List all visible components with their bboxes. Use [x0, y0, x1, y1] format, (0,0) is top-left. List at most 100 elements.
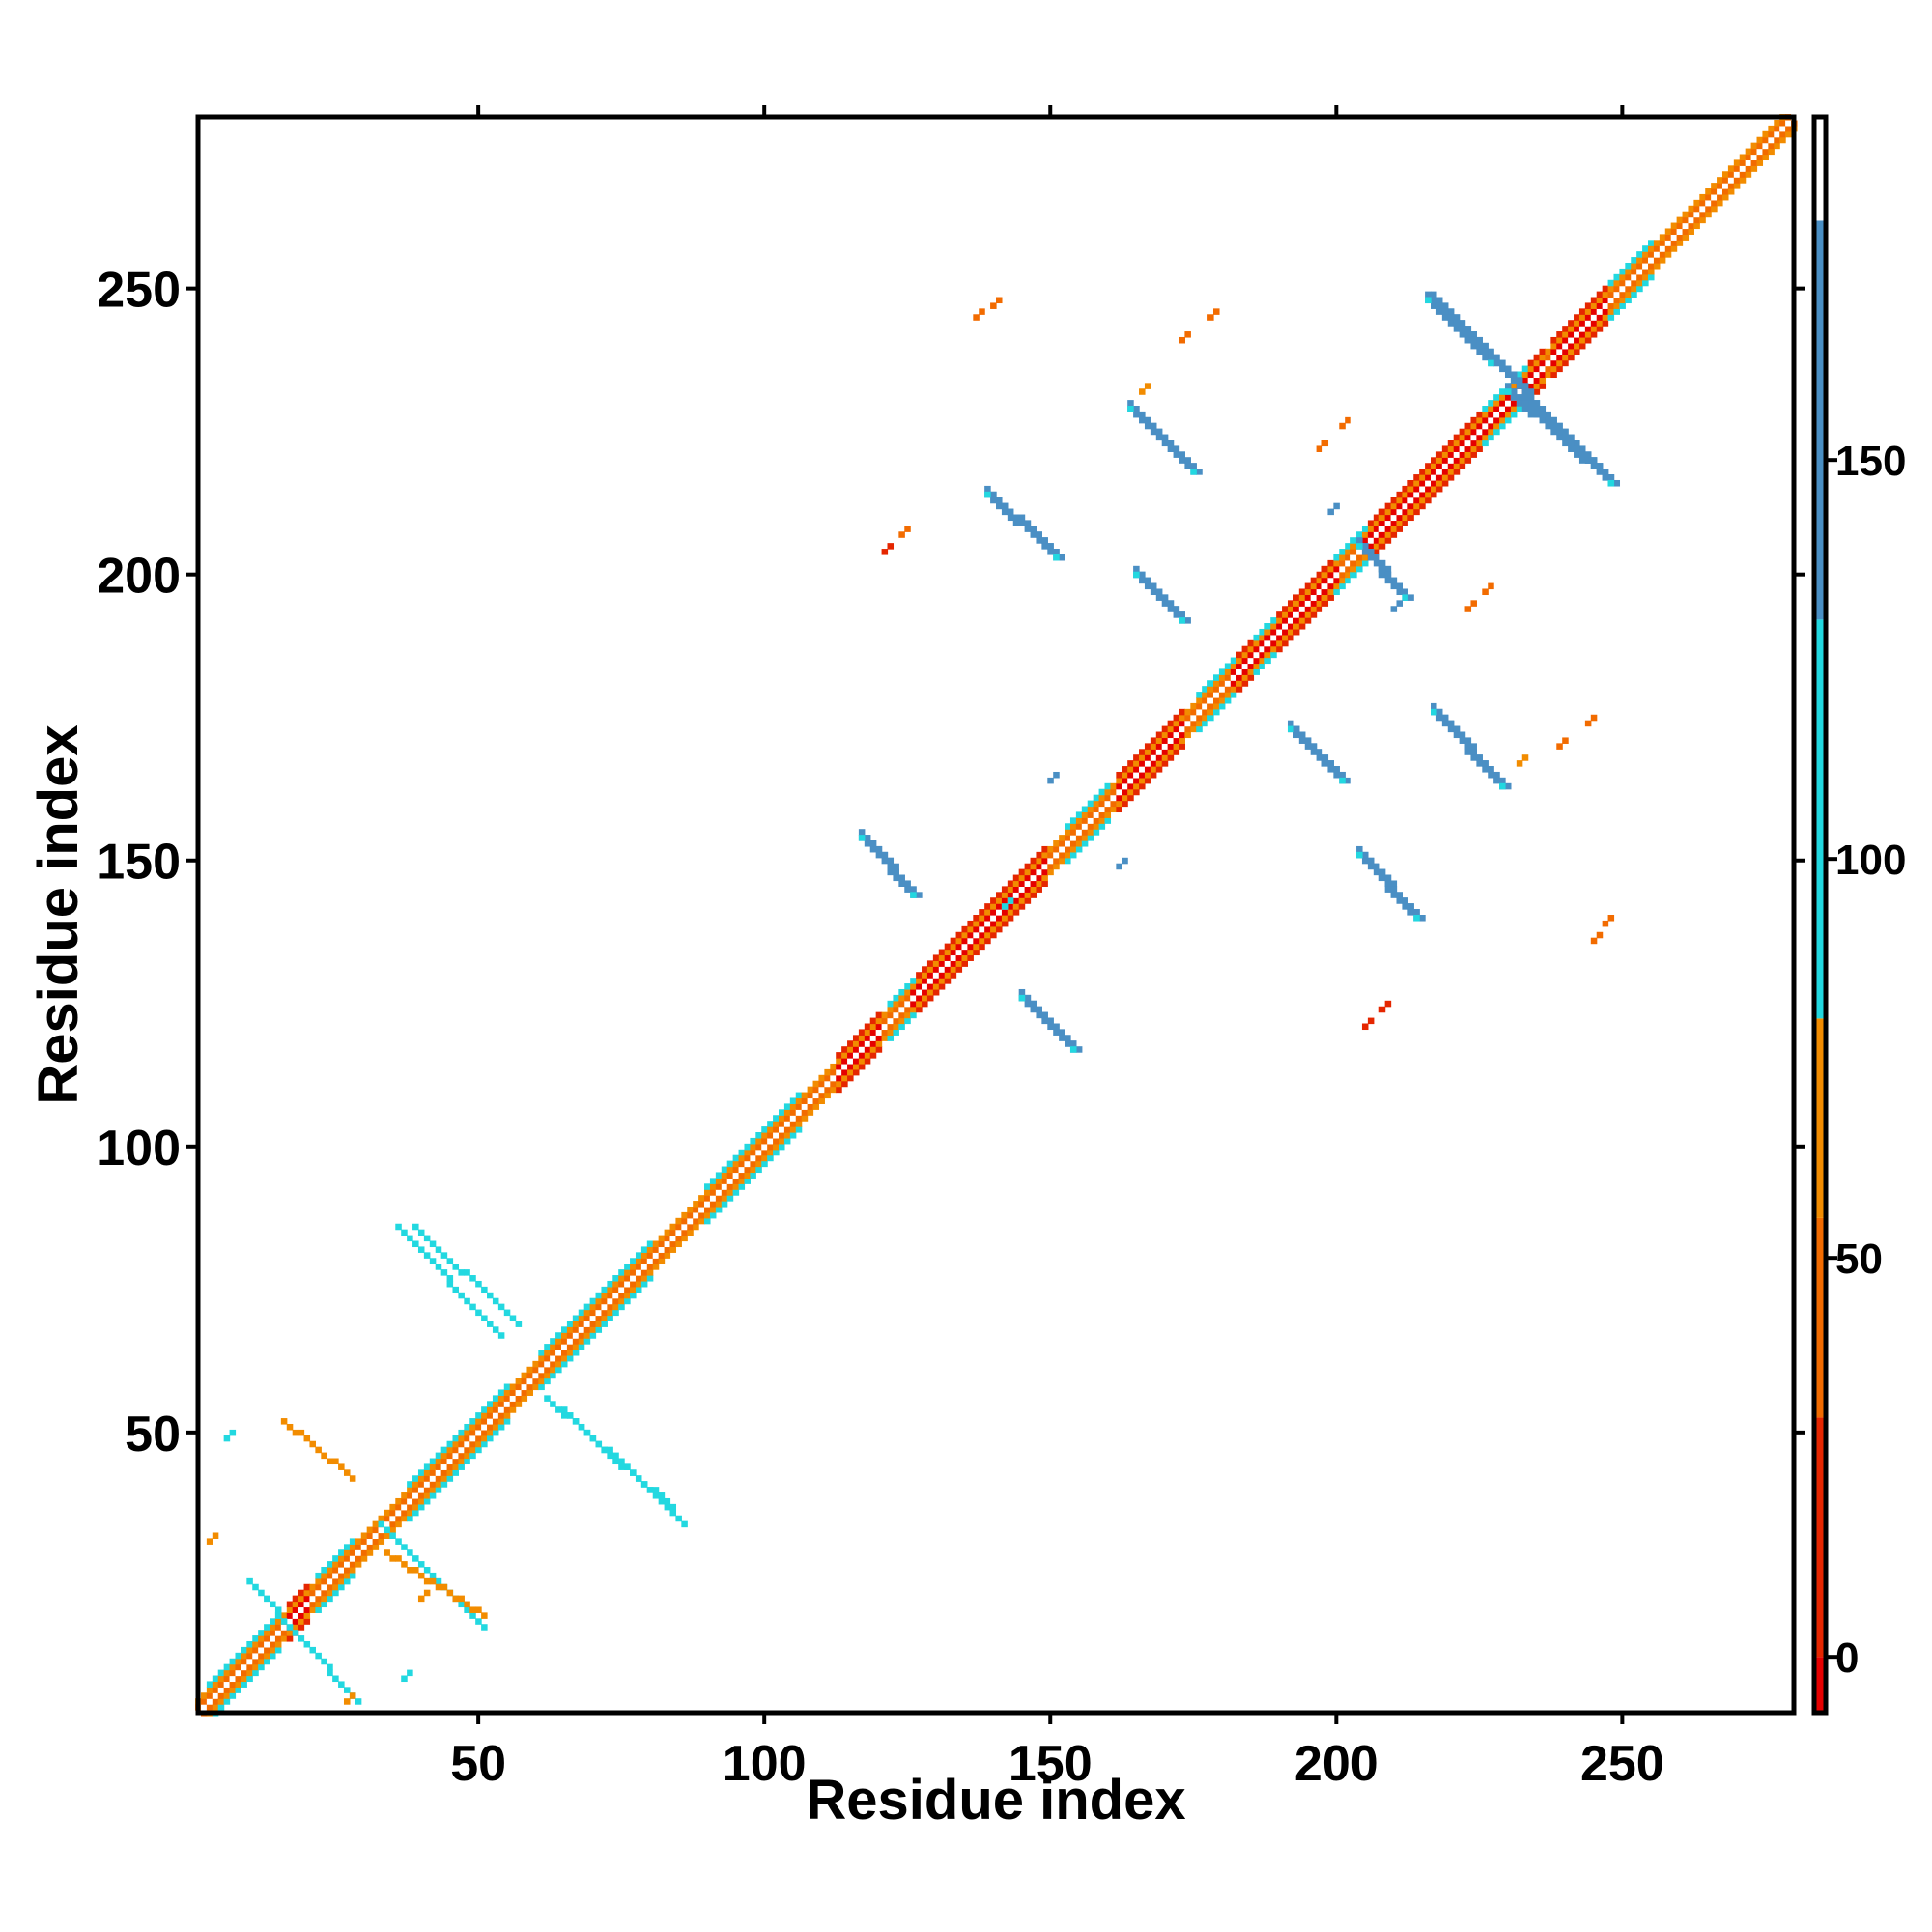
- diagonal-cell: [264, 1640, 270, 1648]
- diagonal-cell: [532, 1378, 539, 1385]
- diagonal-cell: [944, 972, 952, 979]
- diagonal-cell: [595, 1309, 603, 1317]
- diagonal-cell: [487, 1435, 494, 1442]
- contact-point: [979, 308, 985, 315]
- diagonal-cell: [916, 983, 923, 990]
- diagonal-cell: [795, 1121, 803, 1127]
- diagonal-cell: [497, 1406, 505, 1413]
- diagonal-cell: [1402, 485, 1408, 493]
- diagonal-cell: [327, 1567, 333, 1574]
- diagonal-cell: [1499, 388, 1506, 395]
- diagonal-cell: [509, 1383, 517, 1391]
- diagonal-cell: [332, 1572, 339, 1579]
- contact-cell: [1470, 743, 1477, 750]
- diagonal-cell: [996, 920, 1003, 927]
- diagonal-cell: [321, 1572, 327, 1579]
- diagonal-cell: [589, 1315, 597, 1322]
- contact-edge-cell: [1504, 388, 1512, 395]
- diagonal-cell: [407, 1481, 413, 1488]
- colorbar-band: [1814, 1417, 1826, 1658]
- diagonal-cell: [979, 925, 985, 933]
- diagonal-cell: [1659, 251, 1666, 258]
- diagonal-cell: [1122, 771, 1128, 779]
- diagonal-cell: [378, 1526, 385, 1534]
- diagonal-cell: [1682, 216, 1690, 224]
- diagonal-cell: [1018, 892, 1026, 898]
- diagonal-cell: [1435, 474, 1443, 481]
- x-axis-title: Residue index: [806, 1769, 1185, 1832]
- diagonal-cell: [1407, 502, 1414, 510]
- diagonal-cell: [1533, 354, 1541, 361]
- contact-edge-cell: [1425, 297, 1432, 304]
- contact-cell: [452, 1264, 460, 1270]
- diagonal-cell: [1173, 720, 1180, 727]
- diagonal-cell: [778, 1109, 785, 1116]
- diagonal-cell: [1482, 434, 1489, 441]
- diagonal-cell: [497, 1401, 505, 1407]
- diagonal-cell: [1521, 365, 1529, 373]
- diagonal-cell: [475, 1418, 482, 1425]
- contact-cell: [1053, 1029, 1060, 1036]
- diagonal-cell: [258, 1640, 265, 1648]
- diagonal-cell: [996, 903, 1003, 910]
- diagonal-cell: [1774, 125, 1780, 132]
- contact-point: [1179, 336, 1185, 344]
- contact-cell: [1059, 1029, 1065, 1036]
- diagonal-cell: [704, 1211, 711, 1219]
- diagonal-cell: [1036, 863, 1042, 870]
- contact-cell: [904, 886, 911, 893]
- diagonal-cell: [229, 1687, 237, 1693]
- diagonal-cell: [1539, 354, 1547, 361]
- diagonal-cell: [417, 1487, 425, 1493]
- diagonal-cell: [1116, 794, 1122, 802]
- diagonal-cell: [1310, 577, 1318, 584]
- diagonal-cell: [1733, 177, 1741, 184]
- contact-cell: [1431, 297, 1437, 304]
- diagonal-cell: [578, 1326, 585, 1333]
- diagonal-cell: [578, 1321, 585, 1327]
- diagonal-cell: [401, 1492, 408, 1499]
- diagonal-cell: [1224, 680, 1232, 687]
- diagonal-cell: [732, 1183, 740, 1190]
- diagonal-cell: [538, 1354, 545, 1362]
- diagonal-cell: [755, 1143, 762, 1151]
- diagonal-cell: [1127, 794, 1134, 802]
- diagonal-cell: [1431, 463, 1437, 469]
- diagonal-cell: [241, 1675, 247, 1683]
- diagonal-cell: [1001, 892, 1009, 898]
- contact-point: [1361, 1023, 1369, 1031]
- diagonal-cell: [1259, 651, 1265, 659]
- diagonal-cell: [1184, 708, 1191, 716]
- diagonal-cell: [560, 1332, 568, 1339]
- diagonal-cell: [1081, 817, 1089, 824]
- diagonal-cell: [481, 1429, 488, 1436]
- diagonal-cell: [1345, 549, 1351, 555]
- diagonal-cell: [944, 966, 952, 973]
- contact-cell: [458, 1269, 465, 1276]
- diagonal-cell: [783, 1132, 791, 1139]
- contact-cell: [1568, 440, 1575, 447]
- diagonal-cell: [1270, 628, 1277, 636]
- diagonal-cell: [1081, 840, 1089, 847]
- diagonal-cell: [1173, 743, 1180, 750]
- contact-cell: [1550, 416, 1557, 424]
- contact-cell: [384, 1549, 390, 1556]
- diagonal-cell: [1202, 720, 1208, 727]
- diagonal-cell: [274, 1624, 282, 1631]
- diagonal-cell: [487, 1401, 494, 1407]
- diagonal-cell: [1402, 497, 1408, 504]
- diagonal-cell: [612, 1275, 619, 1282]
- diagonal-cell: [526, 1378, 533, 1385]
- diagonal-cell: [1533, 359, 1541, 367]
- diagonal-cell: [1007, 903, 1014, 910]
- diagonal-cell: [858, 1029, 866, 1036]
- diagonal-cell: [452, 1446, 460, 1454]
- diagonal-cell: [738, 1149, 746, 1156]
- diagonal-cell: [1619, 297, 1626, 304]
- diagonal-cell: [1407, 479, 1414, 487]
- contact-cell: [1327, 766, 1334, 773]
- diagonal-cell: [538, 1372, 545, 1379]
- diagonal-cell: [1127, 766, 1134, 773]
- diagonal-cell: [1350, 565, 1357, 573]
- contact-cell: [544, 1395, 551, 1402]
